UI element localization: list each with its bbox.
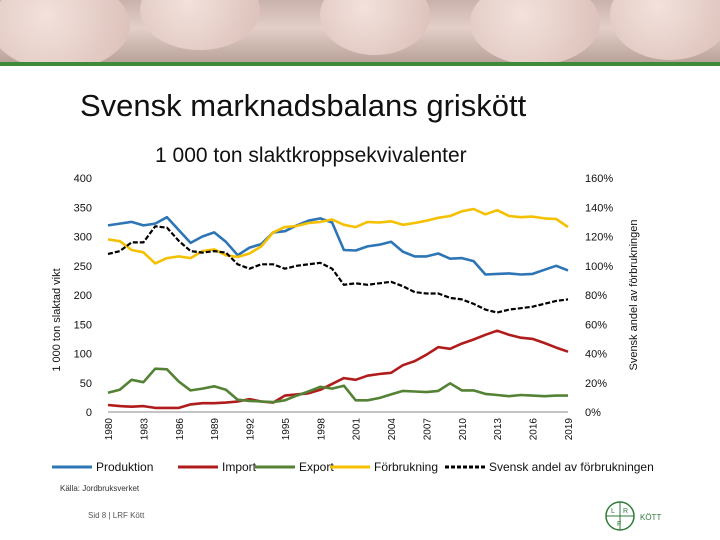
- left-tick-label: 300: [74, 232, 92, 244]
- legend-label: Produktion: [96, 460, 153, 474]
- left-tick-label: 400: [74, 173, 92, 185]
- x-tick-label: 1995: [281, 418, 292, 441]
- left-axis-label: 1 000 ton slaktad vikt: [51, 268, 63, 371]
- right-axis: 0% 20% 40% 60% 80% 100% 120% 140% 160%: [585, 173, 613, 419]
- banner-divider: [0, 62, 720, 66]
- page-title: Svensk marknadsbalans griskött: [80, 88, 527, 123]
- series-lines: [107, 207, 569, 410]
- legend-label: Export: [299, 460, 334, 474]
- x-tick-label: 1986: [175, 418, 186, 441]
- series-line: [107, 225, 569, 314]
- lrf-kott-logo: L R F KÖTT: [605, 501, 661, 531]
- svg-text:F: F: [617, 521, 621, 528]
- source-note: Källa: Jordbruksverket: [60, 484, 140, 493]
- right-tick-label: 40%: [585, 349, 607, 361]
- right-tick-label: 160%: [585, 173, 613, 185]
- x-axis: 1980 1983 1986 1989 1992 1995 1998 2001 2004 2007…: [104, 411, 575, 441]
- header-banner-image: [0, 0, 720, 62]
- series-line: [107, 367, 568, 404]
- right-tick-label: 0%: [585, 407, 601, 419]
- series-line: [107, 329, 569, 410]
- x-tick-label: 1998: [316, 418, 327, 441]
- x-tick-label: 2010: [458, 418, 469, 441]
- footer-page-info: Sid 8 | LRF Kött: [88, 511, 145, 520]
- left-tick-label: 350: [74, 202, 92, 214]
- x-tick-label: 2004: [387, 418, 398, 441]
- x-tick-label: 2013: [493, 418, 504, 441]
- x-tick-label: 2007: [422, 418, 433, 441]
- left-tick-label: 0: [86, 407, 92, 419]
- left-tick-label: 200: [74, 290, 92, 302]
- x-tick-label: 1989: [210, 418, 221, 441]
- x-tick-label: 1983: [139, 418, 150, 441]
- right-tick-label: 80%: [585, 290, 607, 302]
- right-axis-label: Svensk andel av förbrukningen: [628, 219, 640, 370]
- right-tick-label: 120%: [585, 232, 613, 244]
- svg-text:KÖTT: KÖTT: [640, 513, 661, 522]
- legend-label: Svensk andel av förbrukningen: [489, 460, 654, 474]
- x-tick-label: 1992: [246, 418, 257, 441]
- right-tick-label: 20%: [585, 378, 607, 390]
- legend-label: Import: [222, 460, 257, 474]
- x-tick-label: 2016: [529, 418, 540, 441]
- svg-text:R: R: [623, 508, 628, 515]
- legend: Produktion Import Export Förbrukning Svensk …: [52, 460, 654, 474]
- x-tick-label: 2019: [564, 418, 575, 441]
- series-line: [107, 215, 569, 276]
- legend-label: Förbrukning: [374, 460, 438, 474]
- x-tick-label: 2001: [352, 418, 363, 441]
- left-tick-label: 100: [74, 349, 92, 361]
- right-tick-label: 60%: [585, 319, 607, 331]
- svg-text:L: L: [611, 508, 615, 515]
- series-line: [107, 207, 569, 265]
- left-tick-label: 50: [80, 378, 92, 390]
- left-tick-label: 250: [74, 261, 92, 273]
- left-tick-label: 150: [74, 319, 92, 331]
- x-tick-label: 1980: [104, 418, 115, 441]
- right-tick-label: 140%: [585, 202, 613, 214]
- chart-subtitle: 1 000 ton slaktkroppsekvivalenter: [155, 144, 467, 167]
- left-axis: 0 50 100 150 200 250 300 350 400: [74, 173, 92, 419]
- right-tick-label: 100%: [585, 261, 613, 273]
